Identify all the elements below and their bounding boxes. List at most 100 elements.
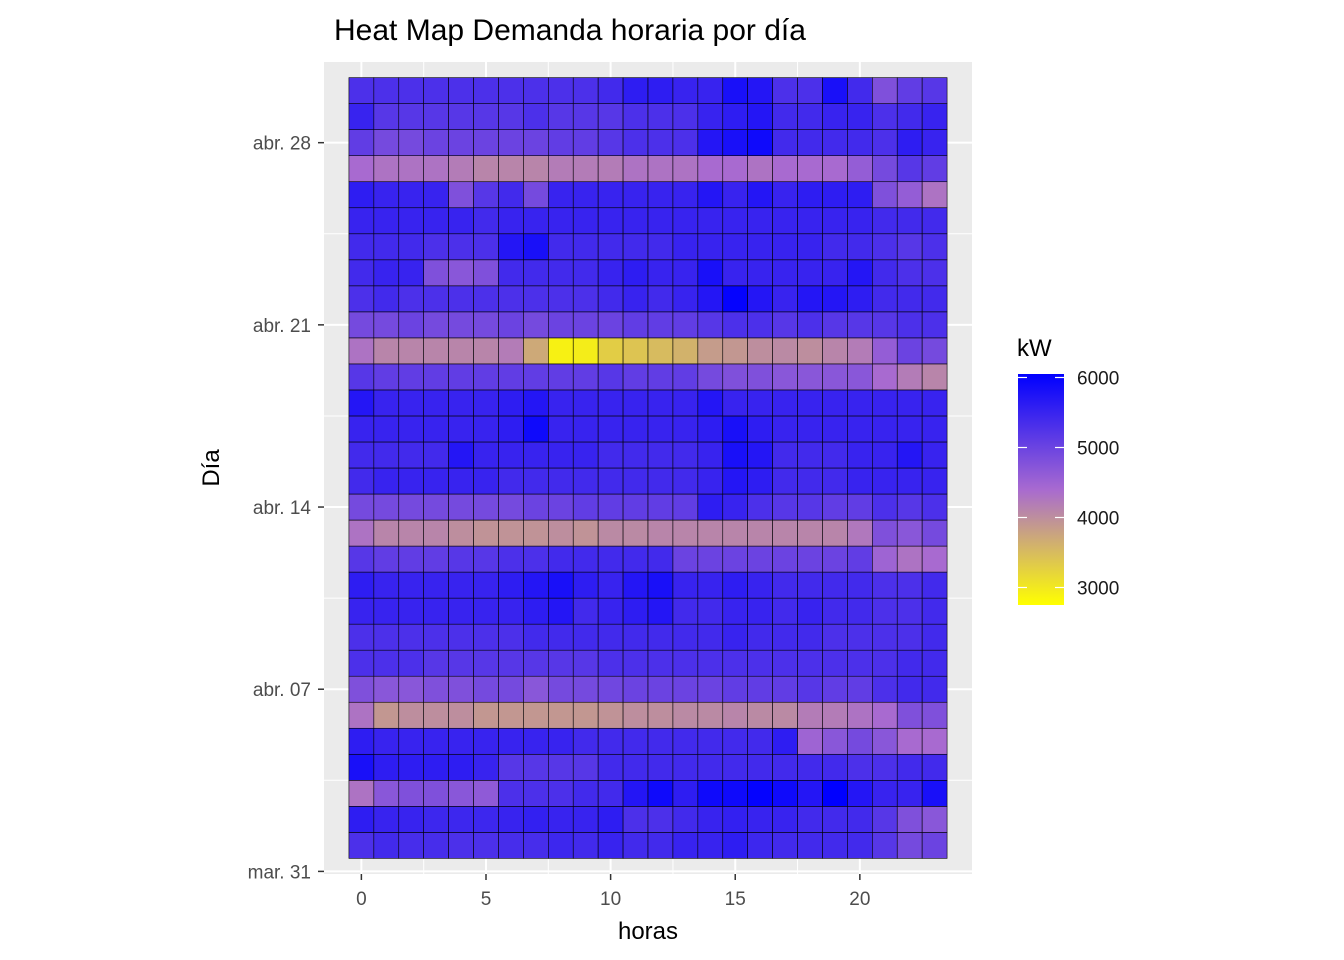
heatmap-cell <box>448 832 474 859</box>
heatmap-cell <box>872 337 898 365</box>
heatmap-cell <box>523 649 549 677</box>
heatmap-cell <box>647 311 674 339</box>
heatmap-cell <box>548 311 574 339</box>
heatmap-cell <box>423 806 449 833</box>
heatmap-cell <box>597 597 624 625</box>
heatmap-cell <box>747 649 773 677</box>
heatmap-cell <box>572 701 599 729</box>
heatmap-cell <box>348 806 375 833</box>
heatmap-cell <box>822 597 848 625</box>
heatmap-cell <box>548 207 574 235</box>
heatmap-cell <box>498 701 524 729</box>
heatmap-cell <box>348 285 375 313</box>
heatmap-cell <box>822 649 848 677</box>
heatmap-cell <box>597 701 624 729</box>
heatmap-cell <box>473 415 499 443</box>
heatmap-cell <box>747 493 773 521</box>
heatmap-cell <box>622 441 649 469</box>
heatmap-cell <box>772 597 798 625</box>
heatmap-cell <box>797 701 823 729</box>
heatmap-cell <box>921 259 948 287</box>
heatmap-cell <box>847 285 873 313</box>
heatmap-cell <box>398 155 424 183</box>
heatmap-cell <box>896 649 923 677</box>
heatmap-cell <box>822 311 848 339</box>
heatmap-cell <box>622 259 649 287</box>
heatmap-cell <box>747 311 773 339</box>
heatmap-cell <box>722 103 748 130</box>
heatmap-cell <box>722 597 748 625</box>
heatmap-cell <box>747 77 773 104</box>
heatmap-cell <box>572 181 599 209</box>
heatmap-cell <box>398 806 424 833</box>
heatmap-cell <box>523 363 549 391</box>
heatmap-cell <box>373 207 400 235</box>
heatmap-cell <box>896 181 923 209</box>
heatmap-cell <box>572 129 599 156</box>
heatmap-cell <box>622 415 649 443</box>
heatmap-cell <box>722 545 748 573</box>
heatmap-cell <box>772 493 798 521</box>
heatmap-cell <box>572 493 599 521</box>
heatmap-cell <box>622 103 649 130</box>
heatmap-cell <box>523 493 549 521</box>
heatmap-cell <box>747 806 773 833</box>
heatmap-cell <box>473 285 499 313</box>
heatmap-cell <box>697 780 724 807</box>
heatmap-cell <box>348 545 375 573</box>
heatmap-cell <box>448 311 474 339</box>
heatmap-cell <box>373 441 400 469</box>
heatmap-cell <box>797 675 823 703</box>
heatmap-cell <box>572 337 599 365</box>
heatmap-cell <box>722 571 748 599</box>
heatmap-cell <box>423 519 449 547</box>
y-tick-label: abr. 21 <box>253 316 311 337</box>
heatmap-cell <box>847 415 873 443</box>
heatmap-cell <box>548 77 574 104</box>
heatmap-cell <box>523 571 549 599</box>
heatmap-cell <box>498 441 524 469</box>
heatmap-cell <box>373 129 400 156</box>
heatmap-cell <box>647 832 674 859</box>
heatmap-cell <box>473 675 499 703</box>
heatmap-cell <box>348 701 375 729</box>
heatmap-cell <box>498 753 524 781</box>
heatmap-cell <box>872 780 898 807</box>
heatmap-cell <box>548 623 574 651</box>
heatmap-cell <box>647 806 674 833</box>
heatmap-cell <box>473 103 499 130</box>
heatmap-cell <box>373 285 400 313</box>
heatmap-cell <box>872 493 898 521</box>
heatmap-cell <box>548 806 574 833</box>
heatmap-cell <box>398 285 424 313</box>
heatmap-cell <box>647 727 674 755</box>
heatmap-cell <box>523 259 549 287</box>
heatmap-cell <box>647 363 674 391</box>
heatmap-cell <box>747 519 773 547</box>
heatmap-cell <box>847 311 873 339</box>
heatmap-cell <box>797 77 823 104</box>
heatmap-cell <box>572 753 599 781</box>
heatmap-cell <box>772 675 798 703</box>
heatmap-cell <box>597 233 624 261</box>
heatmap-cell <box>772 285 798 313</box>
heatmap-cell <box>597 675 624 703</box>
heatmap-cell <box>373 597 400 625</box>
heatmap-cell <box>523 675 549 703</box>
heatmap-cell <box>348 155 375 183</box>
heatmap-cell <box>647 753 674 781</box>
heatmap-cell <box>847 780 873 807</box>
heatmap-cell <box>572 467 599 495</box>
heatmap-cell <box>772 623 798 651</box>
x-tick-label: 10 <box>600 889 621 910</box>
heatmap-cell <box>448 181 474 209</box>
heatmap-cell <box>548 649 574 677</box>
heatmap-cell <box>348 337 375 365</box>
y-axis: mar. 31 abr. 07 abr. 14 abr. 21 abr. 28 <box>248 134 324 883</box>
heatmap-cell <box>548 545 574 573</box>
heatmap-cell <box>747 753 773 781</box>
heatmap-cell <box>747 207 773 235</box>
heatmap-cell <box>847 597 873 625</box>
heatmap-cell <box>921 623 948 651</box>
